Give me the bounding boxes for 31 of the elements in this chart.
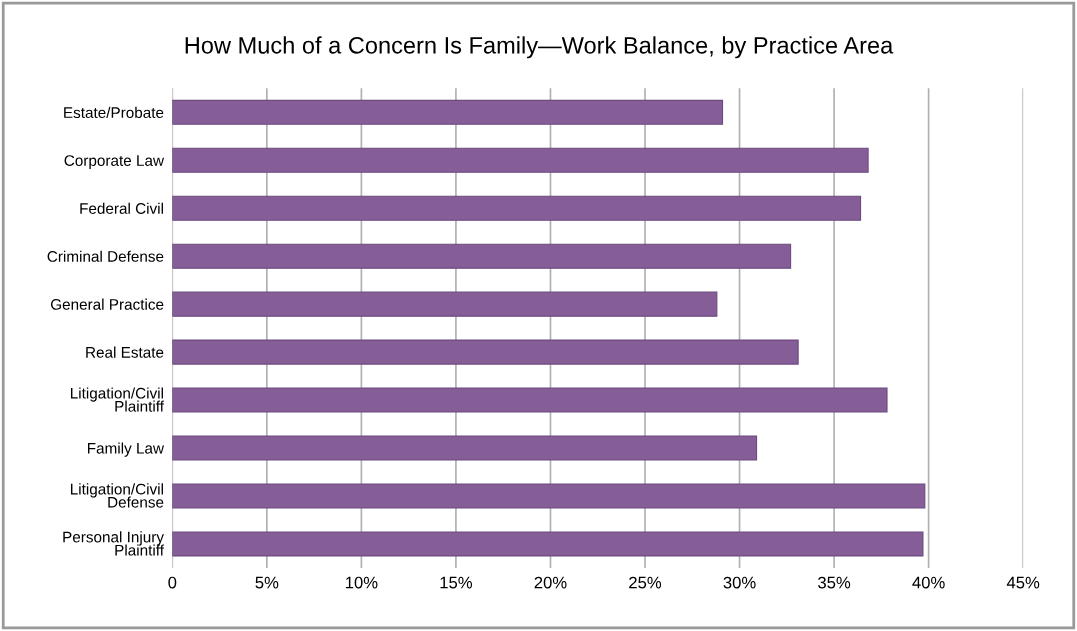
bar (172, 99, 724, 125)
x-tick-label: 0 (168, 576, 177, 589)
x-tick-label: 5% (255, 576, 279, 589)
y-tick-label: Federal Civil (80, 202, 163, 214)
x-tick-label: 15% (440, 576, 473, 589)
y-tick-label: Criminal Defense (47, 250, 164, 262)
x-tick-label: 40% (912, 576, 945, 589)
y-tick-label: Real Estate (86, 346, 164, 358)
y-tick-label: Family Law (87, 442, 165, 457)
chart-title: How Much of a Concern Is Family—Work Balance, by Practice Area (185, 36, 894, 59)
bar (172, 483, 926, 509)
x-tick-label: 45% (1006, 576, 1040, 589)
bar (172, 291, 718, 317)
x-tick-label: 20% (534, 576, 567, 589)
bar (172, 531, 924, 557)
y-tick-label: Corporate Law (64, 155, 165, 169)
y-tick-label: Litigation/Civil Plaintiff (70, 387, 165, 412)
y-tick-label: Litigation/Civil Defense (70, 483, 164, 508)
bar (172, 339, 799, 365)
y-tick-label: Estate/Probate (64, 106, 164, 118)
x-tick-label: 10% (345, 576, 378, 589)
bar (172, 147, 869, 173)
bar (172, 387, 888, 413)
bar (172, 435, 758, 461)
x-tick-label: 35% (818, 576, 851, 589)
x-tick-label: 30% (723, 576, 756, 589)
x-tick-label: 25% (629, 576, 662, 589)
y-tick-label: Personal Injury Plaintiff (63, 531, 165, 556)
bar (172, 243, 792, 269)
bar (172, 195, 862, 221)
y-tick-label: General Practice (50, 298, 164, 310)
